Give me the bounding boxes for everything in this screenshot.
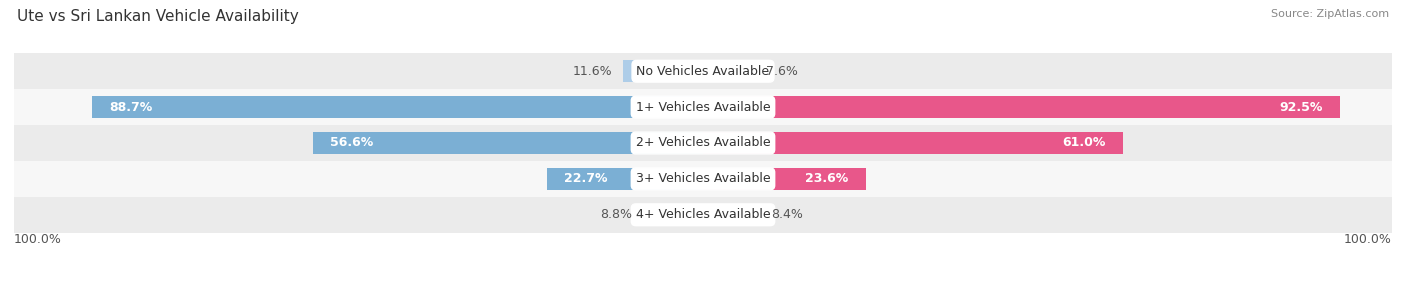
Bar	[547, 168, 703, 190]
Bar	[703, 204, 761, 226]
Bar	[91, 96, 703, 118]
Text: 3+ Vehicles Available: 3+ Vehicles Available	[636, 172, 770, 185]
Text: 7.6%: 7.6%	[766, 65, 797, 78]
Text: 88.7%: 88.7%	[110, 101, 152, 114]
Text: 100.0%: 100.0%	[1344, 233, 1392, 246]
Bar	[703, 168, 866, 190]
Text: 8.8%: 8.8%	[600, 208, 633, 221]
Bar	[623, 60, 703, 82]
Text: Ute vs Sri Lankan Vehicle Availability: Ute vs Sri Lankan Vehicle Availability	[17, 9, 298, 23]
Text: 92.5%: 92.5%	[1279, 101, 1323, 114]
Text: Source: ZipAtlas.com: Source: ZipAtlas.com	[1271, 9, 1389, 19]
Text: 100.0%: 100.0%	[14, 233, 62, 246]
Text: 22.7%: 22.7%	[564, 172, 607, 185]
Text: 8.4%: 8.4%	[772, 208, 803, 221]
Bar	[14, 53, 1392, 89]
Bar	[703, 60, 755, 82]
Text: 11.6%: 11.6%	[574, 65, 613, 78]
Text: 1+ Vehicles Available: 1+ Vehicles Available	[636, 101, 770, 114]
Text: 23.6%: 23.6%	[806, 172, 848, 185]
Text: 56.6%: 56.6%	[330, 136, 374, 150]
Bar	[14, 89, 1392, 125]
Bar	[14, 197, 1392, 233]
Bar	[314, 132, 703, 154]
Text: 2+ Vehicles Available: 2+ Vehicles Available	[636, 136, 770, 150]
Text: 61.0%: 61.0%	[1063, 136, 1107, 150]
Bar	[643, 204, 703, 226]
Bar	[703, 96, 1340, 118]
Bar	[703, 132, 1123, 154]
Text: No Vehicles Available: No Vehicles Available	[637, 65, 769, 78]
Bar	[14, 125, 1392, 161]
Bar	[14, 161, 1392, 197]
Text: 4+ Vehicles Available: 4+ Vehicles Available	[636, 208, 770, 221]
